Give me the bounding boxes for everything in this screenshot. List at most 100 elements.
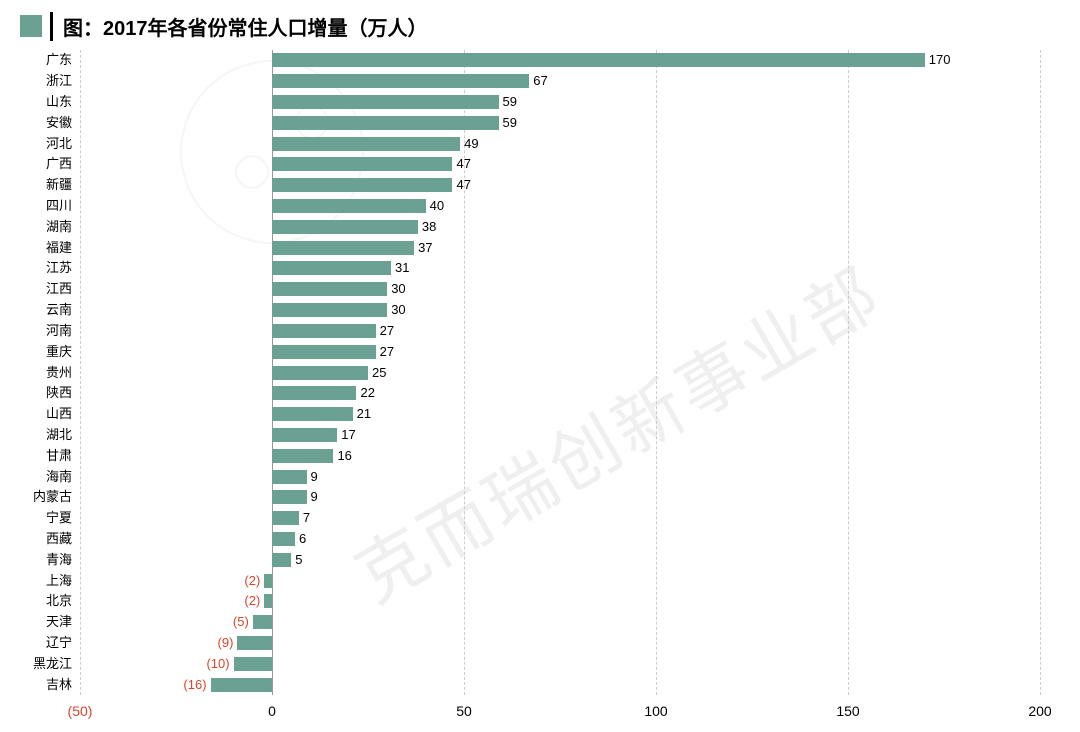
bar-value-label: 30 — [391, 301, 405, 319]
bar — [272, 220, 418, 234]
category-label: 云南 — [46, 301, 72, 319]
chart-title-bar: 图：2017年各省份常住人口增量（万人） — [20, 10, 428, 42]
bar-row: 重庆27 — [80, 343, 1040, 361]
bar-value-label: (10) — [206, 655, 229, 673]
x-tick-label: 200 — [1028, 703, 1051, 719]
category-label: 吉林 — [46, 676, 72, 694]
bar-row: 湖北17 — [80, 426, 1040, 444]
bar-row: 甘肃16 — [80, 447, 1040, 465]
bar-value-label: 47 — [456, 155, 470, 173]
bar — [272, 366, 368, 380]
bar-value-label: 47 — [456, 176, 470, 194]
bar — [272, 95, 499, 109]
bar — [272, 157, 452, 171]
bar — [272, 137, 460, 151]
bar-row: 江西30 — [80, 280, 1040, 298]
bar-value-label: (5) — [233, 613, 249, 631]
category-label: 安徽 — [46, 114, 72, 132]
bar — [264, 594, 272, 608]
bar-row: 云南30 — [80, 301, 1040, 319]
bar-value-label: 59 — [503, 93, 517, 111]
category-label: 甘肃 — [46, 447, 72, 465]
category-label: 西藏 — [46, 530, 72, 548]
bar — [272, 324, 376, 338]
category-label: 江苏 — [46, 259, 72, 277]
category-label: 山东 — [46, 93, 72, 111]
category-label: 海南 — [46, 468, 72, 486]
bar — [272, 407, 353, 421]
bar-value-label: 7 — [303, 509, 310, 527]
category-label: 四川 — [46, 197, 72, 215]
category-label: 重庆 — [46, 343, 72, 361]
bar-value-label: 170 — [929, 51, 951, 69]
bar — [211, 678, 272, 692]
grid-line — [1040, 50, 1041, 695]
bar — [272, 490, 307, 504]
bar-value-label: 49 — [464, 135, 478, 153]
category-label: 内蒙古 — [33, 488, 72, 506]
bar-value-label: 67 — [533, 72, 547, 90]
bar-row: 四川40 — [80, 197, 1040, 215]
bar-row: 北京(2) — [80, 592, 1040, 610]
bar — [272, 470, 307, 484]
bar — [272, 428, 337, 442]
bar-value-label: 27 — [380, 322, 394, 340]
category-label: 北京 — [46, 592, 72, 610]
category-label: 福建 — [46, 239, 72, 257]
bar-value-label: (16) — [183, 676, 206, 694]
bar — [264, 574, 272, 588]
bar-value-label: 25 — [372, 364, 386, 382]
x-tick-label: 50 — [456, 703, 472, 719]
bar — [272, 199, 426, 213]
bar-row: 安徽59 — [80, 114, 1040, 132]
bar-value-label: 37 — [418, 239, 432, 257]
bar-value-label: 31 — [395, 259, 409, 277]
bar-row: 广西47 — [80, 155, 1040, 173]
bar-row: 内蒙古9 — [80, 488, 1040, 506]
bar — [234, 657, 272, 671]
category-label: 上海 — [46, 572, 72, 590]
bar-value-label: 22 — [360, 384, 374, 402]
bar-value-label: 30 — [391, 280, 405, 298]
bar-row: 宁夏7 — [80, 509, 1040, 527]
bar-value-label: 9 — [311, 468, 318, 486]
bar — [237, 636, 272, 650]
bar-value-label: (9) — [218, 634, 234, 652]
bar — [272, 116, 499, 130]
category-label: 辽宁 — [46, 634, 72, 652]
category-label: 广西 — [46, 155, 72, 173]
bar-row: 天津(5) — [80, 613, 1040, 631]
bar-row: 河南27 — [80, 322, 1040, 340]
bar — [272, 449, 333, 463]
bar-value-label: (2) — [244, 592, 260, 610]
bar-row: 海南9 — [80, 468, 1040, 486]
bar-row: 湖南38 — [80, 218, 1040, 236]
bar-row: 广东170 — [80, 51, 1040, 69]
category-label: 贵州 — [46, 364, 72, 382]
bar-row: 浙江67 — [80, 72, 1040, 90]
bar — [272, 178, 452, 192]
bar-row: 辽宁(9) — [80, 634, 1040, 652]
chart-container: 图：2017年各省份常住人口增量（万人） 克而瑞创新事业部 (50)050100… — [0, 0, 1080, 732]
bar — [272, 53, 925, 67]
bar-row: 西藏6 — [80, 530, 1040, 548]
bar — [272, 74, 529, 88]
chart-title: 图：2017年各省份常住人口增量（万人） — [50, 12, 428, 41]
category-label: 青海 — [46, 551, 72, 569]
bar-row: 贵州25 — [80, 364, 1040, 382]
bar-row: 新疆47 — [80, 176, 1040, 194]
bar-row: 陕西22 — [80, 384, 1040, 402]
category-label: 河南 — [46, 322, 72, 340]
bar — [272, 282, 387, 296]
title-accent-square — [20, 15, 42, 37]
bar-row: 山西21 — [80, 405, 1040, 423]
bar-row: 上海(2) — [80, 572, 1040, 590]
category-label: 宁夏 — [46, 509, 72, 527]
bar — [253, 615, 272, 629]
bar-row: 福建37 — [80, 239, 1040, 257]
bar-value-label: 40 — [430, 197, 444, 215]
category-label: 江西 — [46, 280, 72, 298]
bar-value-label: 27 — [380, 343, 394, 361]
x-tick-label: 100 — [644, 703, 667, 719]
x-tick-label: 150 — [836, 703, 859, 719]
